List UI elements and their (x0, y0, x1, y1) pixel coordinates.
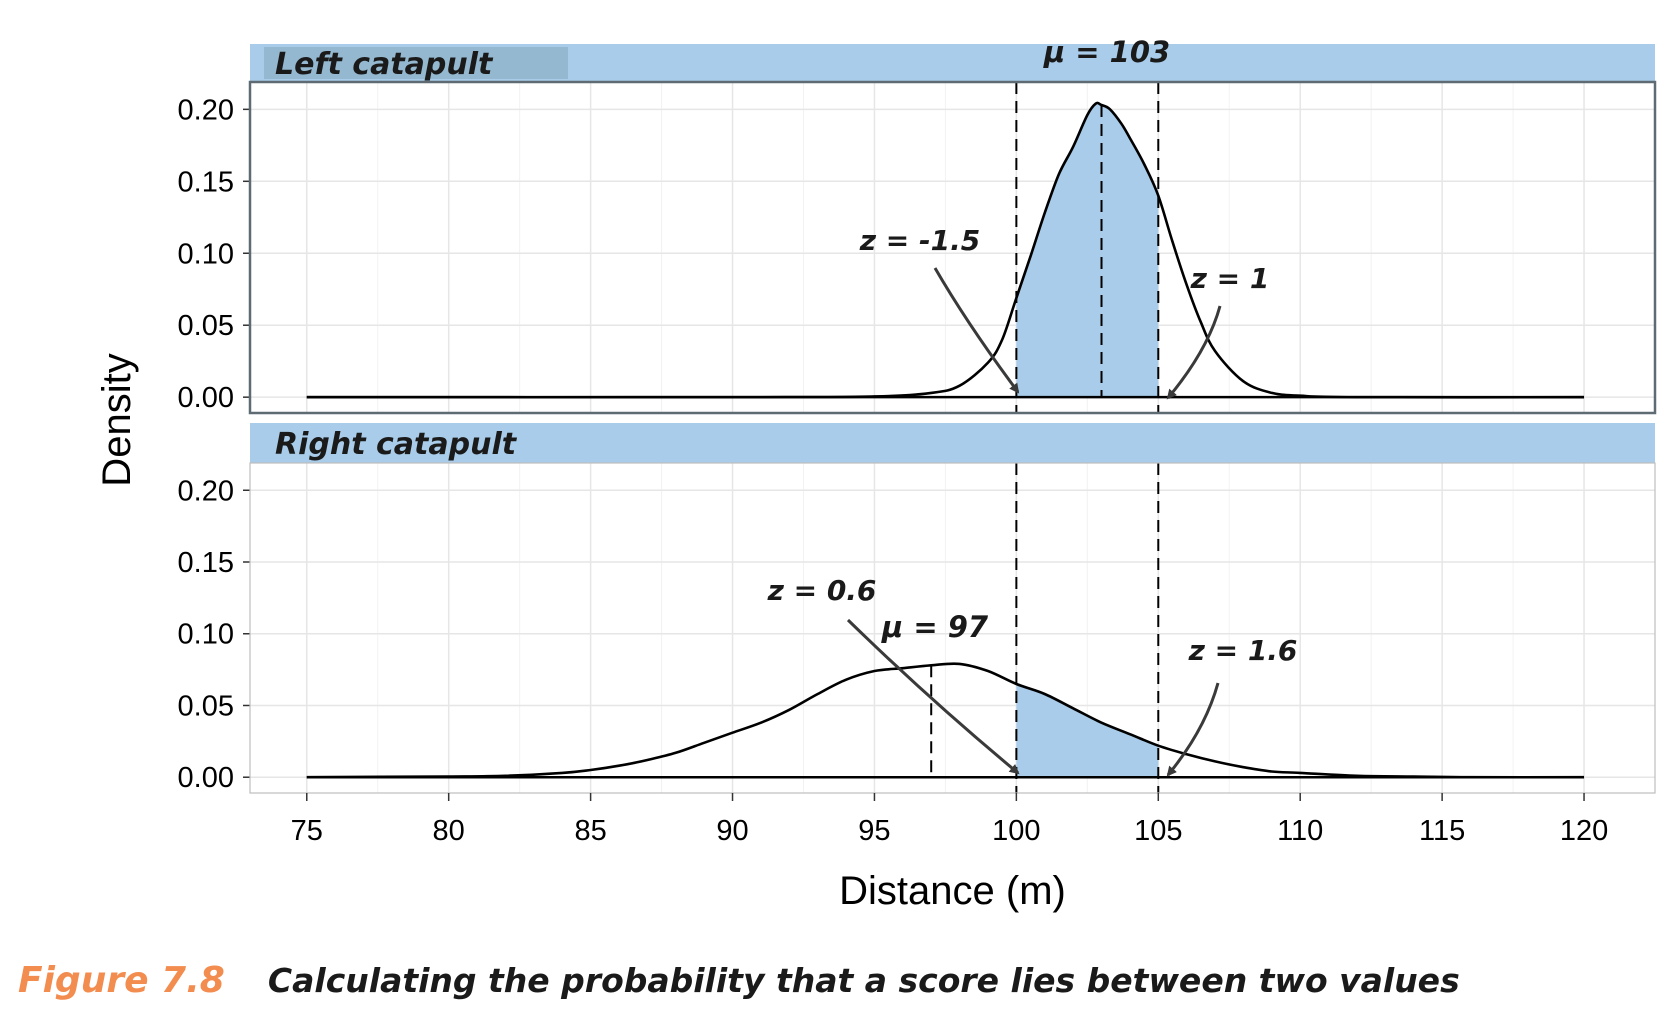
z-score-label: z = -1.5 (859, 224, 980, 257)
facet-panel-1 (250, 82, 1655, 413)
mean-label: μ = 97 (881, 610, 989, 644)
chart: Left catapult Right catapult 0.00 0.05 0.10… (95, 35, 1657, 913)
x-tick-label: 120 (1560, 815, 1608, 847)
density-curve (306, 101, 1585, 399)
facet-strip (250, 423, 1655, 463)
facet-strip-tag (264, 47, 568, 79)
y-tick-label: 0.05 (178, 310, 234, 342)
x-tick-label: 85 (574, 815, 606, 847)
facet-title: Left catapult (275, 47, 494, 82)
z-score-arrow (1166, 305, 1222, 400)
panel-border (248, 80, 1657, 415)
z-score-label: z = 1 (1190, 262, 1270, 295)
x-tick-label: 90 (716, 815, 748, 847)
figure-number: Figure 7.8 (18, 960, 225, 1001)
x-tick-label: 75 (291, 815, 323, 847)
y-tick-label: 0.00 (178, 382, 234, 414)
x-tick-label: 105 (1134, 815, 1182, 847)
density-curve (306, 662, 1585, 779)
y-tick-label: 0.15 (178, 166, 234, 198)
y-tick-label: 0.20 (178, 94, 234, 126)
shaded-area (1016, 104, 1159, 398)
x-tick-label: 80 (433, 815, 465, 847)
x-tick-label: 110 (1277, 815, 1323, 847)
shaded-area (1016, 684, 1159, 778)
figure-caption-text: Calculating the probability that a score… (267, 961, 1460, 1000)
y-tick-label: 0.05 (178, 690, 234, 722)
panel-border (249, 462, 1656, 794)
y-tick-label: 0.10 (178, 619, 234, 651)
x-axis-title: Distance (m) (839, 869, 1066, 913)
y-tick-label: 0.15 (178, 547, 234, 579)
facet-panel-2 (250, 463, 1655, 793)
z-score-label: z = 0.6 (767, 574, 877, 607)
facet-title: Right catapult (275, 427, 518, 462)
z-score-label: z = 1.6 (1188, 634, 1298, 667)
x-tick-label: 95 (858, 815, 890, 847)
y-tick-label: 0.00 (178, 762, 234, 794)
z-score-arrow (933, 267, 1020, 394)
y-tick-label: 0.10 (178, 238, 234, 270)
figure-caption: Figure 7.8 Calculating the probability t… (18, 960, 1460, 1001)
mean-label: μ = 103 (1043, 35, 1170, 69)
z-score-arrow (1166, 682, 1220, 777)
y-tick-label: 0.20 (178, 475, 234, 507)
x-tick-label: 115 (1419, 815, 1465, 847)
y-axis-title: Density (95, 353, 139, 486)
x-tick-label: 100 (992, 815, 1040, 847)
z-score-arrow (846, 618, 1020, 775)
